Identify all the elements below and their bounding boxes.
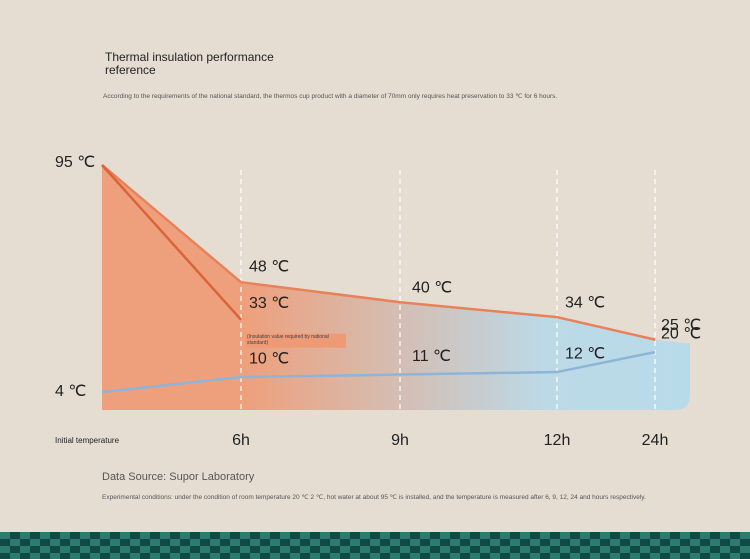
- series-line: [101, 164, 656, 341]
- value-label: 12 ℃: [565, 345, 605, 362]
- x-tick-label: Initial temperature: [55, 436, 120, 445]
- band-area: [102, 165, 690, 410]
- x-tick-label: 9h: [391, 432, 409, 449]
- value-label: 34 ℃: [565, 294, 605, 311]
- value-label: 11 ℃: [412, 348, 451, 365]
- note-box: Experimental conditions: under the condi…: [102, 494, 646, 501]
- chart-title: Thermal insulation performance reference: [105, 50, 274, 77]
- value-label: 10 ℃: [249, 350, 289, 367]
- x-tick-label: 6h: [232, 432, 250, 449]
- value-label: 20 ℃: [661, 325, 701, 342]
- value-label: 4 ℃: [55, 383, 86, 400]
- note: Experimental conditions: under the condi…: [102, 494, 646, 501]
- annotation: (Insulation value required by national s…: [247, 333, 329, 346]
- value-label: 25 ℃: [661, 317, 701, 334]
- subtitle-box: According to the requirements of the nat…: [103, 93, 558, 100]
- pattern-band: [0, 532, 750, 559]
- series-line: [101, 350, 656, 394]
- value-label: 33 ℃: [249, 295, 289, 312]
- x-tick-label: 24h: [642, 432, 669, 449]
- annotation-box: (Insulation value required by national s…: [247, 333, 329, 346]
- subtitle: According to the requirements of the nat…: [103, 93, 558, 100]
- value-label: 40 ℃: [412, 279, 452, 296]
- source: Data Source: Supor Laboratory: [102, 471, 255, 483]
- series-line: [101, 164, 242, 321]
- value-label: 48 ℃: [249, 258, 289, 275]
- x-tick-label: 12h: [544, 432, 571, 449]
- value-label: 95 ℃: [55, 154, 95, 171]
- annotation-bg: [246, 333, 346, 348]
